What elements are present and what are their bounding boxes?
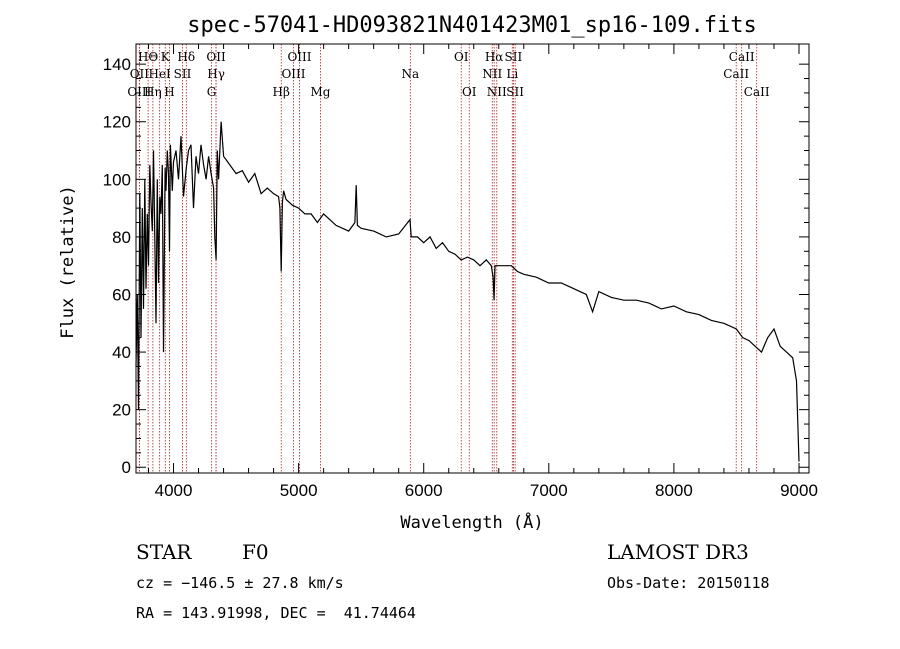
emission-line-markers xyxy=(138,44,758,473)
observation-date: Obs-Date: 20150118 xyxy=(607,574,770,592)
emission-line-label: OI xyxy=(462,85,477,99)
chart-title: spec-57041-HD093821N401423M01_sp16-109.f… xyxy=(187,13,757,38)
redshift-velocity: cz = −146.5 ± 27.8 km/s xyxy=(136,574,344,592)
emission-line-label: OIII xyxy=(281,67,305,81)
emission-line-label: Hα xyxy=(485,50,504,64)
flux-series-line xyxy=(135,121,800,462)
emission-line-label: CaII xyxy=(723,67,749,81)
emission-line-label: OI xyxy=(454,50,469,64)
emission-line-label: Na xyxy=(402,67,420,81)
x-tick-label: 8000 xyxy=(655,481,693,500)
sky-coordinates: RA = 143.91998, DEC = 41.74464 xyxy=(136,604,416,622)
y-tick-label: 100 xyxy=(103,170,131,189)
emission-line-label: K xyxy=(161,50,171,64)
y-tick-label: 140 xyxy=(103,55,131,74)
emission-line-label: CaII xyxy=(744,85,770,99)
emission-line-label: Hβ xyxy=(273,85,290,99)
y-tick-label: 20 xyxy=(112,401,131,420)
x-axis-ticks: 4000 5000 6000 7000 8000 9000 xyxy=(148,44,818,500)
emission-line-label: OIII xyxy=(127,85,151,99)
emission-line-label: Hγ xyxy=(207,67,225,81)
emission-line-label: SII xyxy=(505,50,523,64)
emission-line-label: OII xyxy=(206,50,226,64)
emission-line-label: SII xyxy=(506,85,524,99)
emission-line-label: Mg xyxy=(311,85,331,99)
emission-line-label: Hδ xyxy=(177,50,195,64)
y-tick-label: 80 xyxy=(112,228,131,247)
y-axis-ticks: 0 20 40 60 80 100 120 140 xyxy=(103,55,809,477)
plot-frame xyxy=(135,43,810,474)
y-tick-label: 60 xyxy=(112,285,131,304)
emission-line-labels: HΘ OII OIII K HeI Hη H Hδ SII OII Hγ G Hβ OIII OIII Mg N… xyxy=(127,50,770,99)
x-tick-label: 4000 xyxy=(155,481,193,500)
emission-line-label: OII xyxy=(130,67,150,81)
emission-line-label: Li xyxy=(506,67,518,81)
survey-name: LAMOST DR3 xyxy=(607,540,749,564)
emission-line-label: OIII xyxy=(287,50,311,64)
emission-line-label: NII xyxy=(482,67,502,81)
emission-line-label: HΘ xyxy=(138,50,158,64)
y-tick-label: 120 xyxy=(103,113,131,132)
y-axis-label: Flux (relative) xyxy=(58,185,78,339)
x-axis-label: Wavelength (Å) xyxy=(400,511,543,533)
emission-line-label: NII xyxy=(487,85,507,99)
x-tick-label: 9000 xyxy=(780,481,818,500)
emission-line-label: Hη xyxy=(144,85,162,99)
emission-line-label: G xyxy=(207,85,217,99)
x-tick-label: 5000 xyxy=(280,481,318,500)
spectrum-chart: spec-57041-HD093821N401423M01_sp16-109.f… xyxy=(58,13,818,533)
object-class: STAR xyxy=(136,540,192,564)
object-subclass: F0 xyxy=(242,540,269,564)
x-tick-label: 7000 xyxy=(530,481,568,500)
emission-line-label: HeI xyxy=(148,67,171,81)
y-tick-label: 0 xyxy=(122,458,131,477)
emission-line-label: H xyxy=(164,85,174,99)
emission-line-label: CaII xyxy=(729,50,755,64)
y-tick-label: 40 xyxy=(112,343,131,362)
emission-line-label: SII xyxy=(174,67,192,81)
x-tick-label: 6000 xyxy=(405,481,443,500)
